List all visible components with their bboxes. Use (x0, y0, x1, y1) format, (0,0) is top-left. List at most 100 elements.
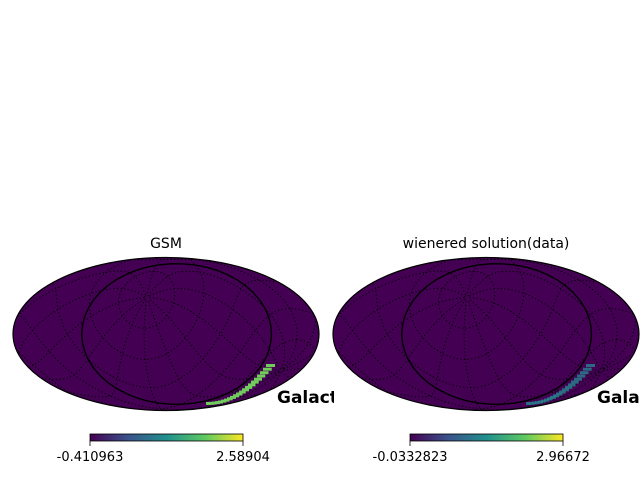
mollweide-map (12, 256, 320, 412)
feature-pixel (233, 394, 240, 398)
colorbar-min-label: -0.410963 (57, 450, 124, 465)
feature-pixel (218, 400, 223, 404)
feature-pixel (553, 394, 560, 398)
frame-boundary (400, 263, 593, 405)
feature-pixel (206, 402, 210, 405)
colorbar-max-label: 2.96672 (536, 450, 590, 465)
graticule-parallel (408, 258, 525, 360)
map-background (13, 257, 319, 411)
feature-pixel (556, 392, 563, 396)
graticule-parallel (259, 279, 275, 283)
coordinate-label: Galactic (597, 388, 640, 408)
feature-pixel (236, 392, 243, 396)
feature-pixel (248, 383, 256, 387)
feature-pixel (550, 395, 556, 399)
map-outline (12, 256, 320, 412)
colorbar-min-label: -0.0332823 (373, 450, 448, 465)
graticule-meridian (466, 257, 618, 369)
map-outline (332, 256, 640, 412)
colorbar-gradient (409, 433, 564, 442)
graticule-meridian (281, 370, 290, 378)
graticule-parallel (289, 308, 314, 315)
feature-pixel (577, 374, 586, 378)
graticule-parallel (88, 258, 205, 360)
feature-pixel (529, 401, 534, 405)
graticule-meridian (41, 298, 146, 381)
feature-pixel (230, 395, 236, 399)
feature-pixel (574, 377, 582, 381)
graticule-parallel (616, 339, 636, 351)
graticule-meridian (337, 287, 466, 353)
feature-pixel (251, 380, 259, 384)
graticule-meridian (603, 320, 636, 370)
panel-title: GSM (150, 236, 182, 252)
feature-pixel (221, 399, 227, 403)
graticule-parallel (372, 279, 580, 389)
feature-pixel (209, 401, 214, 405)
frame-boundary (80, 263, 273, 405)
feature-pixel (242, 388, 249, 392)
graticule-meridian (283, 320, 316, 370)
feature-pixel (541, 399, 547, 403)
feature-pixel (257, 374, 266, 378)
graticule-parallel (52, 279, 260, 389)
coordinate-label: Galactic (277, 388, 354, 408)
graticule-meridian (337, 270, 467, 317)
graticule-meridian (17, 287, 146, 353)
graticule-meridian (603, 367, 620, 371)
feature-pixel (215, 401, 220, 405)
panel-title: wienered solution(data) (403, 236, 570, 252)
feature-pixel (263, 367, 272, 371)
graticule-meridian (283, 354, 312, 370)
graticule-meridian (283, 367, 300, 371)
feature-pixel (212, 401, 217, 405)
map-panel-gsm: GSM Galactic (12, 236, 354, 412)
graticule-parallel (579, 279, 595, 283)
feature-pixel (559, 390, 566, 394)
map-background (333, 257, 639, 411)
map-panel-wienered: wienered solution(data) Galactic (332, 236, 640, 412)
feature-pixel (535, 401, 540, 405)
feature-pixel (266, 364, 275, 367)
feature-pixel (239, 390, 246, 394)
graticule-meridian (466, 299, 600, 398)
feature-pixel (260, 371, 269, 375)
feature-pixel (568, 383, 576, 387)
graticule-meridian (17, 270, 147, 317)
feature-pixel (538, 400, 543, 404)
graticule-meridian (463, 299, 600, 411)
graticule-meridian (146, 257, 298, 369)
colorbar-gsm: -0.410963 2.58904 (57, 433, 270, 465)
graticule-meridian (603, 354, 632, 370)
feature-pixel (227, 397, 233, 401)
feature-pixel (547, 397, 553, 401)
graticule-meridian (601, 370, 610, 378)
feature-pixel (254, 377, 262, 381)
feature-pixel (565, 385, 573, 389)
feature-pixel (245, 385, 253, 389)
colorbar-max-label: 2.58904 (216, 450, 270, 465)
feature-pixel (224, 398, 230, 402)
feature-pixel (562, 388, 569, 392)
graticule-meridian (386, 299, 466, 398)
graticule-meridian (146, 299, 280, 398)
colorbar-gradient (89, 433, 244, 442)
feature-pixel (583, 367, 592, 371)
colorbar-wienered: -0.0332823 2.96672 (373, 433, 590, 465)
graticule-meridian (143, 299, 280, 411)
feature-pixel (580, 371, 589, 375)
graticule-meridian (468, 297, 600, 371)
graticule-parallel (609, 308, 634, 315)
mollweide-map (332, 256, 640, 412)
graticule-meridian (467, 270, 606, 369)
feature-pixel (544, 398, 550, 402)
graticule-meridian (361, 298, 466, 381)
graticule-meridian (66, 299, 146, 398)
feature-pixel (586, 364, 595, 367)
graticule-meridian (147, 270, 286, 369)
feature-pixel (532, 401, 537, 405)
graticule-meridian (148, 297, 280, 371)
feature-pixel (571, 380, 579, 384)
graticule-parallel (296, 339, 316, 351)
